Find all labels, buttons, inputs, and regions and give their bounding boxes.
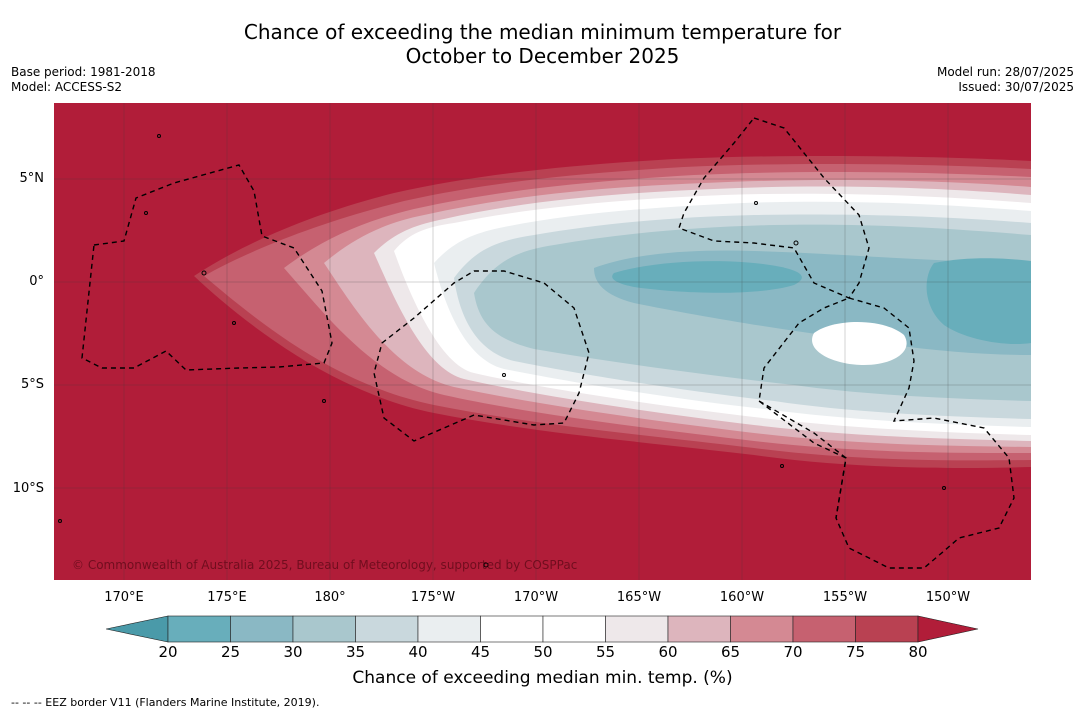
title-line-2: October to December 2025 (405, 44, 680, 68)
lon-label-170e: 170°E (104, 590, 144, 605)
lat-label-5s: 5°S (20, 377, 44, 392)
colorbar-segment (605, 615, 669, 643)
copyright-notice: © Commonwealth of Australia 2025, Bureau… (72, 558, 578, 572)
lon-label-175w: 175°W (410, 590, 456, 605)
colorbar-tick-label: 40 (408, 643, 428, 661)
eez-cook-islands-line (758, 400, 847, 519)
issued-date: Issued: 30/07/2025 (958, 80, 1074, 94)
colorbar-segment (292, 615, 356, 643)
colorbar-tick-label: 25 (220, 643, 241, 661)
eez-tokelau-samoa (373, 270, 590, 442)
lon-label-155w: 155°W (822, 590, 868, 605)
colorbar-tick-label: 35 (345, 643, 366, 661)
eez-french-polynesia (758, 297, 1015, 569)
graticule (54, 103, 1031, 580)
map-panel: © Commonwealth of Australia 2025, Bureau… (54, 103, 1031, 580)
colorbar-tick-label: 20 (158, 643, 178, 661)
colorbar-extend-high (917, 615, 979, 643)
eez-kiribati-line (678, 117, 870, 299)
colorbar-tick-label: 50 (533, 643, 553, 661)
colorbar-segment (230, 615, 294, 643)
metadata-right: Model run: 28/07/2025 Issued: 30/07/2025 (937, 65, 1074, 95)
eez-tuvalu-kiribati-west (81, 164, 333, 371)
colorbar-label: Chance of exceeding median min. temp. (%… (352, 668, 733, 688)
colorbar-segment (167, 615, 231, 643)
colorbar (106, 615, 979, 643)
model-name: Model: ACCESS-S2 (11, 80, 123, 94)
lon-label-170w: 170°W (513, 590, 559, 605)
colorbar-extend-low (106, 615, 169, 643)
lat-label-0: 0° (29, 274, 44, 289)
colorbar-segment (730, 615, 794, 643)
model-run: Model run: 28/07/2025 (936, 65, 1074, 79)
title-line-1: Chance of exceeding the median minimum t… (243, 20, 842, 44)
colorbar-tick-label: 70 (783, 643, 803, 661)
eez-borders (81, 117, 1015, 569)
colorbar-tick-label: 55 (595, 643, 616, 661)
probability-map (54, 103, 1031, 580)
band-25-east (926, 258, 1031, 345)
colorbar-segment (480, 615, 544, 643)
warm-pocket (812, 321, 907, 365)
band-25 (612, 261, 802, 293)
colorbar-segment (792, 615, 856, 643)
lon-label-160w: 160°W (719, 590, 765, 605)
colorbar-tick-label: 65 (720, 643, 741, 661)
colorbar-tick-label: 60 (658, 643, 678, 661)
map-title: Chance of exceeding the median minimum t… (0, 20, 1085, 68)
colorbar-segment (417, 615, 481, 643)
colorbar-tick-label: 30 (283, 643, 303, 661)
colorbar-segment (667, 615, 731, 643)
colorbar-segment (355, 615, 419, 643)
lat-label-5n: 5°N (19, 171, 45, 186)
lon-label-165w: 165°W (616, 590, 662, 605)
colorbar-tick-label: 45 (470, 643, 491, 661)
lon-label-150w: 150°W (925, 590, 971, 605)
metadata-left: Base period: 1981-2018 Model: ACCESS-S2 (11, 65, 156, 95)
colorbar-segment (855, 615, 919, 643)
islands (58, 134, 946, 568)
colorbar-tick-label: 80 (908, 643, 928, 661)
colorbar-tick-label: 75 (845, 643, 866, 661)
lon-label-180: 180° (314, 590, 346, 605)
colorbar-segment (542, 615, 606, 643)
lat-label-10s: 10°S (12, 481, 44, 496)
eez-footnote: -- -- -- EEZ border V11 (Flanders Marine… (11, 696, 320, 709)
lon-label-175e: 175°E (207, 590, 247, 605)
base-period: Base period: 1981-2018 (11, 65, 156, 79)
